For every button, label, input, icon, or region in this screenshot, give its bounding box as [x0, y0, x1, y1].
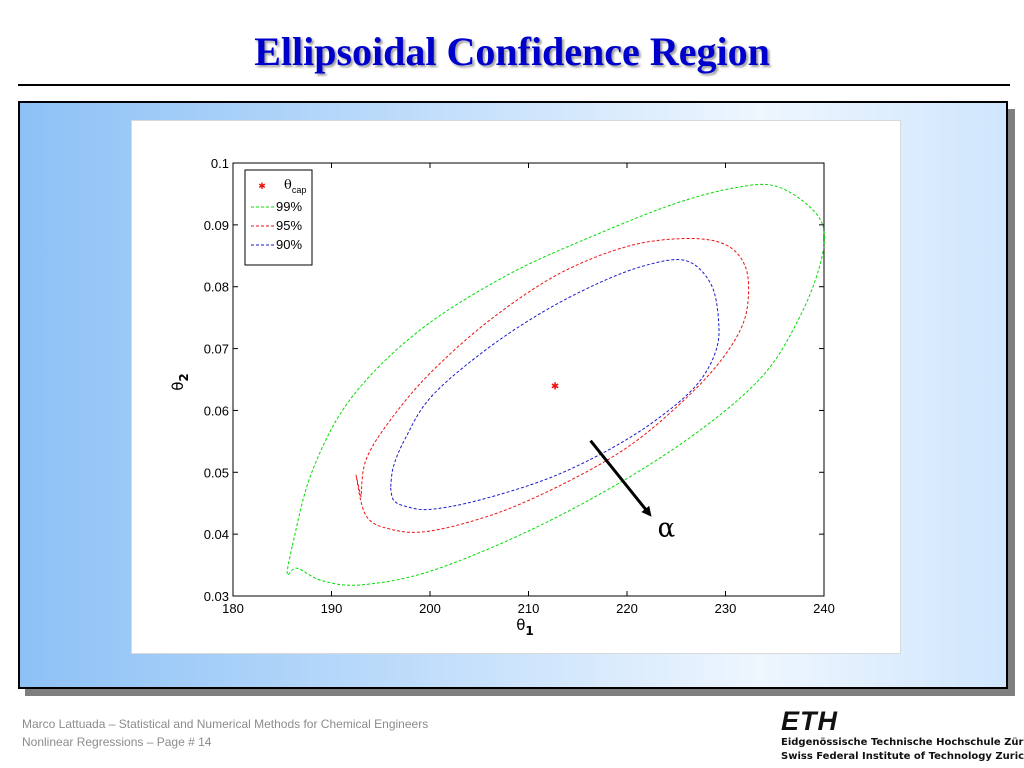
confidence-ellipse-99 [286, 183, 825, 586]
legend-label-90: 90% [276, 237, 302, 252]
x-axis-label: θ1 [516, 616, 534, 638]
y-tick-label: 0.1 [211, 156, 229, 171]
y-axis-label: θ2 [169, 373, 191, 391]
y-tick-label: 0.07 [204, 342, 229, 357]
x-tick-label: 190 [321, 601, 343, 616]
confidence-ellipse-95 [355, 237, 750, 533]
eth-name-english: Swiss Federal Institute of Technology Zu… [781, 751, 1024, 762]
footer-page: Nonlinear Regressions – Page # 14 [22, 735, 212, 749]
slide-title: Ellipsoidal Confidence Region [254, 29, 770, 74]
alpha-arrow [589, 439, 652, 517]
confidence-ellipse-90 [390, 259, 720, 511]
x-tick-label: 220 [616, 601, 638, 616]
legend-label-99: 99% [276, 199, 302, 214]
y-tick-label: 0.04 [204, 527, 229, 542]
y-tick-label: 0.03 [204, 589, 229, 604]
x-tick-label: 230 [715, 601, 737, 616]
y-tick-label: 0.06 [204, 403, 229, 418]
footer-author: Marco Lattuada – Statistical and Numeric… [22, 717, 429, 731]
eth-name-german: Eidgenössische Technische Hochschule Zür… [781, 737, 1024, 748]
x-tick-label: 180 [222, 601, 244, 616]
legend-box [244, 169, 313, 266]
eth-logo: ETH [781, 706, 838, 736]
plot-area [232, 162, 825, 597]
legend-marker-estimate: ✱ [258, 182, 266, 192]
y-tick-label: 0.05 [204, 465, 229, 480]
x-tick-label: 240 [813, 601, 835, 616]
alpha-label: α [658, 513, 676, 543]
x-tick-label: 200 [419, 601, 441, 616]
y-tick-label: 0.09 [204, 218, 229, 233]
x-tick-label: 210 [518, 601, 540, 616]
legend-label-95: 95% [276, 218, 302, 233]
title-divider [18, 84, 1010, 86]
estimate-point: ✱ [551, 382, 559, 393]
y-tick-label: 0.08 [204, 280, 229, 295]
